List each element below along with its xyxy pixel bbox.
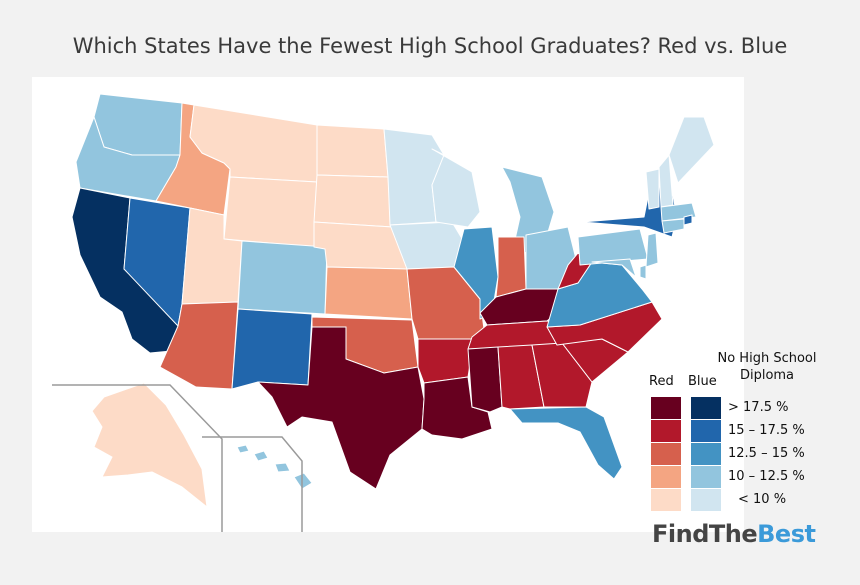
findthebest-logo: FindTheBest xyxy=(652,520,816,548)
state-fl: Florida xyxy=(509,406,623,480)
state-nj: New Jersey xyxy=(645,232,659,268)
logo-text-part2: Best xyxy=(757,520,816,548)
legend-swatch-red xyxy=(651,489,681,511)
legend-range-label: 15 – 17.5 % xyxy=(728,423,805,438)
legend-range-label: < 10 % xyxy=(738,492,787,507)
legend-range-label: 10 – 12.5 % xyxy=(728,469,805,484)
state-de: Delaware xyxy=(639,264,647,280)
state-co: Colorado xyxy=(237,240,328,315)
state-md: Maryland xyxy=(591,258,637,278)
legend-swatch-red xyxy=(651,420,681,442)
map-panel: WashingtonOregonCaliforniaNevadaIdahoMon… xyxy=(32,77,744,532)
state-al: Alabama xyxy=(497,344,545,410)
legend-title-line1: No High School xyxy=(717,351,817,366)
legend-swatch-red xyxy=(651,466,681,488)
legend-swatch-blue xyxy=(691,397,721,419)
state-sd: South Dakota xyxy=(313,174,393,228)
state-la: Louisiana xyxy=(421,376,493,440)
legend-title-line2: Diploma xyxy=(739,368,795,383)
state-wa: Washington xyxy=(93,93,183,156)
state-ak: Alaska xyxy=(91,382,208,508)
chart-title: Which States Have the Fewest High School… xyxy=(72,34,788,58)
legend-swatch-blue xyxy=(691,466,721,488)
legend-blue-header: Blue xyxy=(688,374,717,389)
legend-swatch-blue xyxy=(691,443,721,465)
us-choropleth-map: WashingtonOregonCaliforniaNevadaIdahoMon… xyxy=(52,93,715,532)
inset-frame-line xyxy=(202,436,303,532)
state-vt: Vermont xyxy=(645,168,660,210)
state-wi: Wisconsin xyxy=(431,148,481,228)
legend-swatch-blue xyxy=(691,420,721,442)
state-nm: New Mexico xyxy=(231,308,313,390)
legend-range-label: > 17.5 % xyxy=(728,400,789,415)
legend-swatch-red xyxy=(651,443,681,465)
legend-swatch-blue xyxy=(691,489,721,511)
state-ks: Kansas xyxy=(324,266,413,320)
state-pa: Pennsylvania xyxy=(577,228,649,266)
state-me: Maine xyxy=(668,116,715,184)
legend-title: No High School Diploma xyxy=(712,350,822,384)
state-nh: New Hampshire xyxy=(658,154,674,208)
state-ri: Rhode Island xyxy=(683,214,693,226)
state-ct: Connecticut xyxy=(661,218,685,234)
legend-swatch-red xyxy=(651,397,681,419)
state-nd: North Dakota xyxy=(316,124,389,178)
inset-frame-line xyxy=(52,384,223,532)
state-ms: Mississippi xyxy=(467,346,503,413)
logo-text-part1: FindThe xyxy=(652,520,758,548)
legend-red-header: Red xyxy=(649,374,674,389)
state-ar: Arkansas xyxy=(417,338,475,384)
state-in: Indiana xyxy=(495,236,527,298)
state-hi: Hawaii xyxy=(236,444,313,490)
legend-range-label: 12.5 – 15 % xyxy=(728,446,805,461)
state-wy: Wyoming xyxy=(223,176,318,248)
